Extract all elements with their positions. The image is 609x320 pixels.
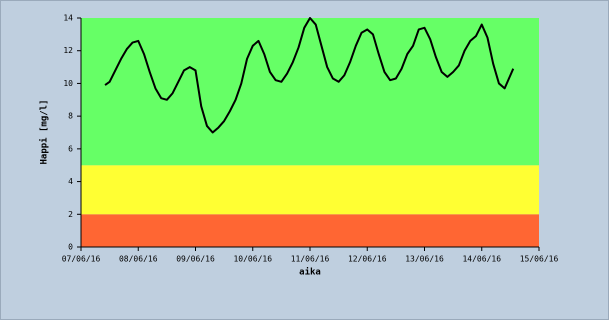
x-tick-label: 09/06/16 — [176, 255, 215, 264]
x-tick-label: 13/06/16 — [405, 255, 444, 264]
y-tick-label: 10 — [63, 79, 73, 88]
y-tick-label: 2 — [68, 210, 73, 219]
x-tick-label: 11/06/16 — [291, 255, 330, 264]
x-tick-label: 14/06/16 — [462, 255, 501, 264]
y-axis-title: Happi [mg/l] — [39, 99, 50, 164]
x-tick-label: 15/06/16 — [520, 255, 559, 264]
x-axis-title: aika — [299, 267, 321, 278]
y-tick-label: 6 — [68, 144, 73, 153]
y-tick-label: 12 — [63, 46, 73, 55]
x-tick-label: 08/06/16 — [119, 255, 158, 264]
band — [81, 214, 539, 247]
y-tick-label: 14 — [63, 14, 73, 23]
y-tick-label: 8 — [68, 112, 73, 121]
y-tick-label: 4 — [68, 177, 73, 186]
x-tick-label: 10/06/16 — [233, 255, 272, 264]
y-tick-label: 0 — [68, 243, 73, 252]
band — [81, 165, 539, 215]
x-tick-label: 07/06/16 — [62, 255, 101, 264]
x-tick-label: 12/06/16 — [348, 255, 387, 264]
data-line — [104, 17, 515, 134]
